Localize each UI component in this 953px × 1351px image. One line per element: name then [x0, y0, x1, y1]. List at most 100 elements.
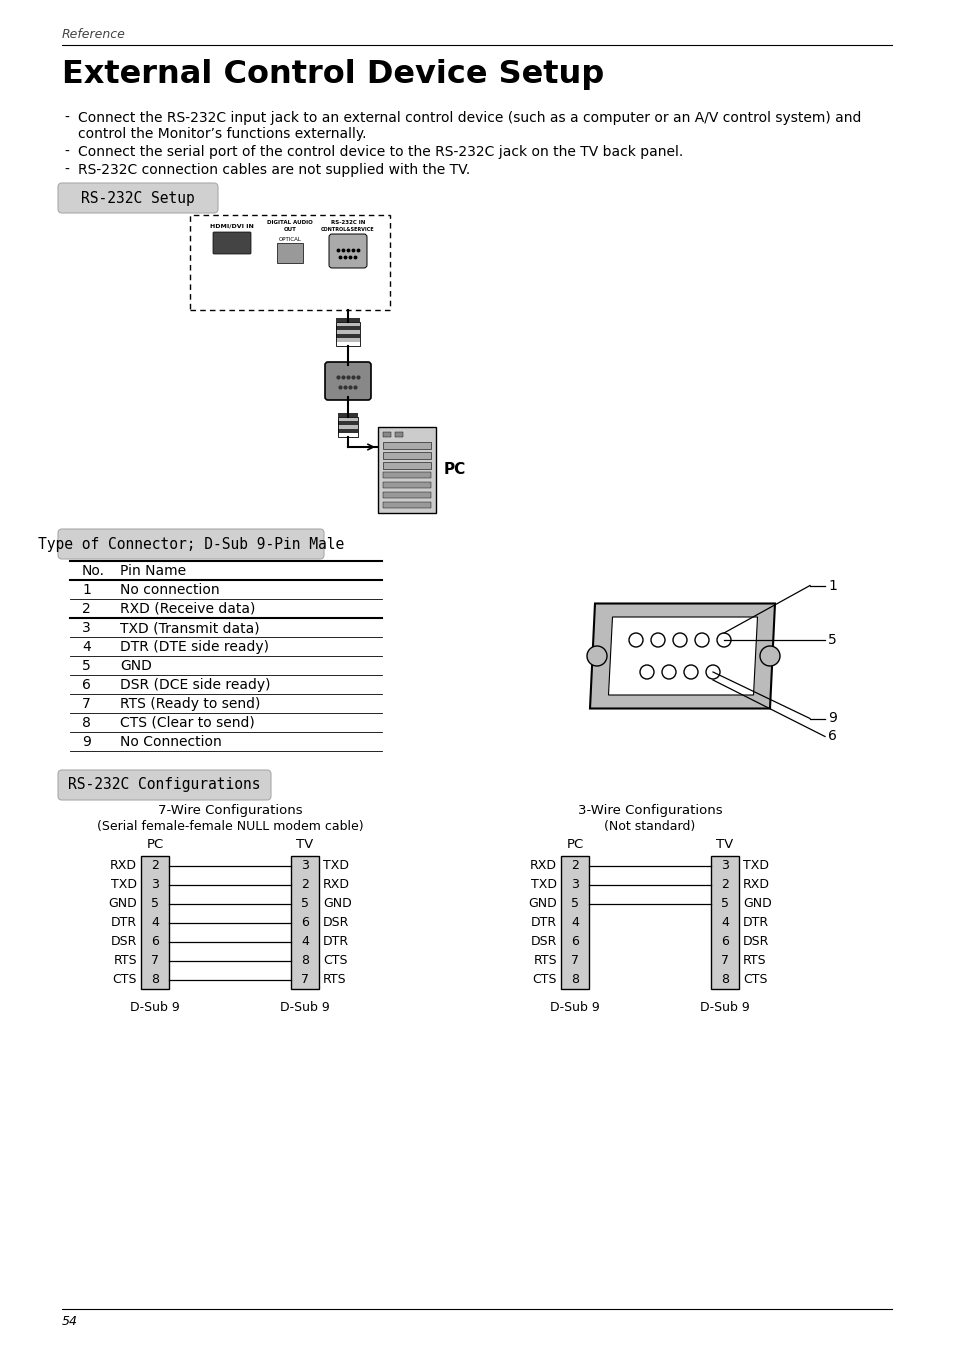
Text: (Serial female-female NULL modem cable): (Serial female-female NULL modem cable) [96, 820, 363, 834]
Text: CTS: CTS [323, 954, 347, 967]
Text: RXD: RXD [742, 878, 769, 892]
Text: No Connection: No Connection [120, 735, 221, 748]
Text: RXD: RXD [530, 859, 557, 871]
Text: Type of Connector; D-Sub 9-Pin Male: Type of Connector; D-Sub 9-Pin Male [38, 536, 344, 551]
Bar [141, 857, 169, 989]
Text: 2: 2 [82, 603, 91, 616]
Bar [335, 322, 359, 326]
Text: 7: 7 [151, 954, 159, 967]
Text: RXD: RXD [323, 878, 350, 892]
Text: DSR: DSR [742, 935, 768, 948]
Text: 7: 7 [720, 954, 728, 967]
Text: 3: 3 [151, 878, 159, 892]
Text: 4: 4 [720, 916, 728, 929]
Text: 54: 54 [62, 1315, 78, 1328]
Text: TV: TV [716, 838, 733, 851]
Text: No.: No. [82, 563, 105, 578]
Text: control the Monitor’s functions externally.: control the Monitor’s functions external… [78, 127, 366, 141]
Bar [335, 322, 359, 346]
Text: GND: GND [742, 897, 771, 911]
Text: 3: 3 [82, 621, 91, 635]
Text: 8: 8 [720, 973, 728, 986]
Bar [337, 422, 357, 426]
Text: CTS: CTS [742, 973, 767, 986]
Text: RTS (Ready to send): RTS (Ready to send) [120, 697, 260, 711]
Text: HDMI/DVI IN: HDMI/DVI IN [210, 223, 253, 228]
Text: 5: 5 [720, 897, 728, 911]
Text: -: - [64, 111, 69, 126]
Bar [276, 243, 303, 263]
Text: 3: 3 [571, 878, 578, 892]
Text: PC: PC [146, 838, 164, 851]
Circle shape [628, 634, 642, 647]
Bar [335, 326, 359, 330]
Circle shape [717, 634, 730, 647]
Text: 8: 8 [301, 954, 309, 967]
Text: CTS (Clear to send): CTS (Clear to send) [120, 716, 254, 730]
Bar [382, 432, 391, 436]
Text: 9: 9 [82, 735, 91, 748]
Bar [291, 857, 318, 989]
Text: DSR: DSR [323, 916, 349, 929]
Text: 8: 8 [571, 973, 578, 986]
Text: 3-Wire Configurations: 3-Wire Configurations [578, 804, 721, 817]
Circle shape [705, 665, 720, 680]
Text: RS-232C Configurations: RS-232C Configurations [69, 777, 260, 793]
Bar [382, 453, 431, 459]
Bar [337, 413, 357, 417]
Text: 5: 5 [151, 897, 159, 911]
Text: PC: PC [443, 462, 466, 477]
Text: TXD: TXD [323, 859, 349, 871]
Text: 6: 6 [827, 730, 836, 743]
Text: GND: GND [323, 897, 352, 911]
Text: 6: 6 [301, 916, 309, 929]
Text: 7: 7 [571, 954, 578, 967]
Text: 5: 5 [301, 897, 309, 911]
Text: D-Sub 9: D-Sub 9 [130, 1001, 180, 1015]
Text: OPTICAL: OPTICAL [278, 236, 301, 242]
Text: 2: 2 [571, 859, 578, 871]
Text: 6: 6 [720, 935, 728, 948]
Text: GND: GND [108, 897, 137, 911]
Text: GND: GND [120, 659, 152, 673]
Text: 5: 5 [827, 634, 836, 647]
Text: RXD (Receive data): RXD (Receive data) [120, 603, 255, 616]
Bar [335, 338, 359, 342]
Text: 4: 4 [571, 916, 578, 929]
Text: 8: 8 [82, 716, 91, 730]
Text: 7-Wire Configurations: 7-Wire Configurations [157, 804, 302, 817]
Text: RTS: RTS [113, 954, 137, 967]
Text: Pin Name: Pin Name [120, 563, 186, 578]
Bar [382, 503, 431, 508]
Bar [710, 857, 739, 989]
Text: 9: 9 [827, 712, 836, 725]
Text: DTR (DTE side ready): DTR (DTE side ready) [120, 640, 269, 654]
Text: RS-232C IN: RS-232C IN [331, 220, 365, 226]
Text: 2: 2 [301, 878, 309, 892]
Text: RS-232C connection cables are not supplied with the TV.: RS-232C connection cables are not suppli… [78, 163, 470, 177]
Bar [382, 482, 431, 488]
Text: Connect the RS-232C input jack to an external control device (such as a computer: Connect the RS-232C input jack to an ext… [78, 111, 861, 126]
Text: DIGITAL AUDIO: DIGITAL AUDIO [267, 220, 313, 226]
Circle shape [586, 646, 606, 666]
Polygon shape [608, 617, 757, 694]
Polygon shape [589, 604, 774, 708]
Text: TXD: TXD [742, 859, 768, 871]
Bar [190, 215, 390, 309]
Text: DTR: DTR [742, 916, 768, 929]
Bar [335, 334, 359, 338]
Text: 6: 6 [571, 935, 578, 948]
Circle shape [650, 634, 664, 647]
Text: D-Sub 9: D-Sub 9 [280, 1001, 330, 1015]
Circle shape [672, 634, 686, 647]
FancyBboxPatch shape [58, 770, 271, 800]
Text: 4: 4 [82, 640, 91, 654]
Text: 7: 7 [301, 973, 309, 986]
Text: CTS: CTS [112, 973, 137, 986]
Text: RTS: RTS [323, 973, 346, 986]
Text: D-Sub 9: D-Sub 9 [550, 1001, 599, 1015]
Bar [337, 426, 357, 430]
Text: OUT: OUT [283, 227, 296, 232]
Bar [335, 317, 359, 322]
Text: RTS: RTS [742, 954, 766, 967]
